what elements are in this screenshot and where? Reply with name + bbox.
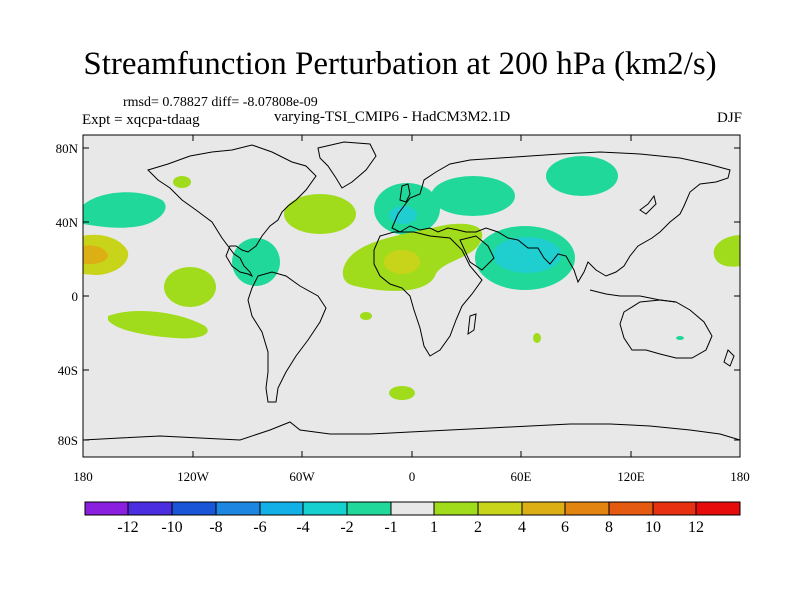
coastlines (82, 141, 741, 441)
lat-label-40n: 40N (55, 215, 78, 230)
colorbar-label-6: 6 (561, 519, 569, 536)
contour-neg-small-australia (676, 336, 684, 340)
contour-pos-atlantic-north (284, 194, 356, 234)
experiment-label: Expt = xqcpa-tdaag (82, 112, 200, 128)
rmsd-stats: rmsd= 0.78827 diff= -8.07808e-09 (123, 95, 318, 110)
coast-europe-asia (391, 151, 731, 284)
season-label: DJF (716, 110, 742, 126)
colorbar-label-m8: -8 (209, 519, 223, 536)
coast-south-america (247, 271, 327, 403)
colorbar-label-12: 12 (688, 519, 704, 536)
coast-new-zealand (723, 349, 735, 367)
colorbar-box-6 (346, 501, 392, 516)
coast-uk (399, 183, 411, 203)
coast-japan (639, 194, 657, 215)
coast-greenland (317, 141, 377, 189)
colorbar-label-m10: -10 (161, 519, 183, 536)
contour-neg-india-inner (493, 237, 561, 273)
colorbar-box-12 (608, 501, 654, 516)
lon-label-0: 0 (408, 469, 416, 484)
colorbar (84, 501, 741, 516)
lon-label-60e: 60E (510, 469, 532, 484)
contour-neg-siberia (431, 176, 515, 216)
colorbar-label-8: 8 (605, 519, 613, 536)
colorbar-box-4 (259, 501, 304, 516)
coast-australia (619, 299, 713, 359)
axis-ticks (83, 135, 740, 457)
colorbar-label-m12: -12 (117, 519, 139, 536)
colorbar-box-13 (652, 501, 697, 516)
contour-pos-south-pacific (108, 311, 208, 339)
colorbar-box-14 (695, 501, 741, 516)
lon-label-180e: 180 (730, 469, 750, 484)
coast-north-america (147, 144, 317, 278)
lon-label-120e: 120E (617, 469, 645, 484)
coast-africa (373, 231, 483, 357)
coast-arabia (459, 235, 495, 271)
contour-pos-north-africa-inner (384, 250, 420, 274)
contour-pos-mid-atlantic (360, 312, 372, 320)
contour-pos-small-pacific (173, 176, 191, 188)
colorbar-label-1: 1 (430, 519, 438, 536)
contour-pos-tropical-pacific (164, 267, 216, 307)
colorbar-box-2 (171, 501, 217, 516)
colorbar-label-2: 2 (474, 519, 482, 536)
colorbar-label-m6: -6 (253, 519, 267, 536)
contour-pos-indian-ocean (533, 333, 541, 343)
colorbar-box-0 (84, 501, 129, 516)
contour-pos-south-atlantic (389, 386, 415, 400)
contour-neg-europe-inner (389, 206, 417, 224)
lat-label-0: 0 (71, 289, 79, 304)
lon-label-120w: 120W (177, 469, 209, 484)
colorbar-box-8 (433, 501, 479, 516)
colorbar-label-4: 4 (518, 519, 526, 536)
contour-neg-asia-east (546, 156, 618, 196)
lat-label-80n: 80N (55, 141, 78, 156)
colorbar-box-9 (477, 501, 523, 516)
colorbar-box-11 (564, 501, 610, 516)
contour-pos-dateline (713, 235, 740, 267)
contour-fills (83, 156, 740, 400)
colorbar-box-3 (215, 501, 261, 516)
colorbar-box-5 (302, 501, 348, 516)
lat-label-40s: 40S (57, 363, 78, 378)
lon-label-60w: 60W (289, 469, 315, 484)
lat-label-80s: 80S (57, 433, 78, 448)
colorbar-box-1 (127, 501, 173, 516)
plot-title: Streamfunction Perturbation at 200 hPa (… (83, 46, 717, 82)
contour-pos-pacific-east-inner (83, 245, 108, 265)
lon-label-180w: 180 (73, 469, 93, 484)
coast-antarctica (82, 421, 741, 441)
contour-neg-pacific-north-west (83, 192, 166, 228)
subtitle-label: varying-TSI_CMIP6 - HadCM3M2.1D (274, 109, 511, 125)
contour-neg-caribbean (232, 238, 280, 286)
coast-madagascar (467, 313, 477, 336)
colorbar-box-7 (390, 501, 435, 516)
colorbar-label-m1: -1 (384, 519, 398, 536)
colorbar-label-10: 10 (645, 519, 661, 536)
colorbar-label-m2: -2 (340, 519, 354, 536)
colorbar-box-10 (521, 501, 566, 516)
colorbar-label-m4: -4 (296, 519, 310, 536)
